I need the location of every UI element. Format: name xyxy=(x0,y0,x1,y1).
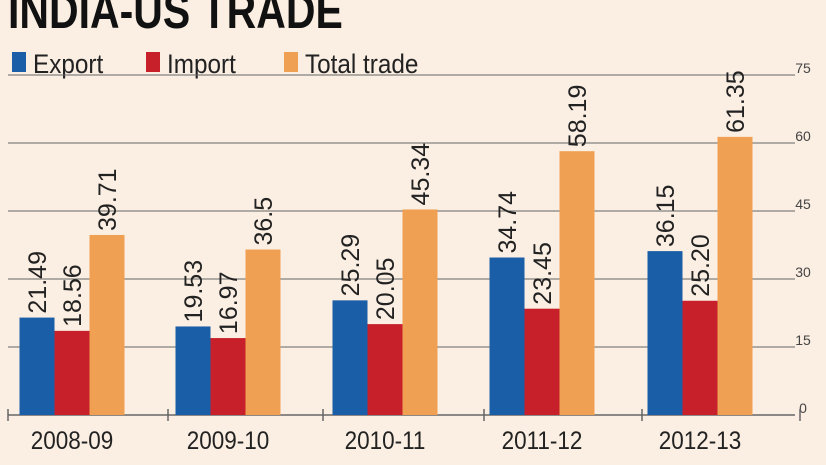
x-tick-label: 2011-12 xyxy=(502,427,583,455)
legend-label: Export xyxy=(33,50,103,79)
data-label: 21.49 xyxy=(24,251,52,314)
legend-swatch-export xyxy=(12,52,26,72)
data-label: 25.20 xyxy=(687,234,715,297)
legend-swatch-total-trade xyxy=(284,52,298,72)
bar-import-2008-09 xyxy=(54,330,90,415)
bar-import-2012-13 xyxy=(682,300,718,415)
y-tick-label: 30 xyxy=(795,264,811,280)
data-label: 19.53 xyxy=(180,260,208,323)
bar-export-2011-12 xyxy=(489,257,525,415)
bar-total-trade-2011-12 xyxy=(559,151,595,416)
bar-total-trade-2009-10 xyxy=(245,249,281,415)
bar-import-2011-12 xyxy=(524,308,560,415)
bar-import-2010-11 xyxy=(367,324,403,415)
x-tick-label: 2009-10 xyxy=(187,427,270,455)
bar-export-2010-11 xyxy=(332,300,368,415)
y-tick-label: 60 xyxy=(795,128,811,144)
bar-total-trade-2008-09 xyxy=(89,234,125,415)
bar-export-2012-13 xyxy=(647,251,683,415)
data-label: 36.15 xyxy=(652,185,680,248)
legend-label: Total trade xyxy=(305,50,418,79)
data-label: 16.97 xyxy=(215,272,243,335)
x-tick-label: 2012-13 xyxy=(659,427,742,455)
bar-import-2009-10 xyxy=(210,338,246,415)
bar-total-trade-2010-11 xyxy=(402,209,438,415)
bar-export-2008-09 xyxy=(19,317,55,415)
x-tick-label: 2010-11 xyxy=(345,427,426,455)
data-label: 23.45 xyxy=(529,242,557,305)
bar-export-2009-10 xyxy=(175,326,211,415)
y-tick-label: 75 xyxy=(795,60,811,76)
bar-total-trade-2012-13 xyxy=(717,136,753,415)
data-label: 39.71 xyxy=(94,168,122,231)
data-label: 25.29 xyxy=(337,234,365,297)
data-label: 34.74 xyxy=(494,191,522,254)
legend-label: Import xyxy=(167,50,236,79)
data-label: 61.35 xyxy=(722,70,750,133)
data-label: 58.19 xyxy=(564,85,592,148)
y-tick-label: 45 xyxy=(795,196,811,212)
y-tick-label: 15 xyxy=(795,332,811,348)
legend: Export Import Total trade xyxy=(12,50,418,79)
data-label: 20.05 xyxy=(372,258,400,321)
data-label: 45.34 xyxy=(407,143,435,206)
chart-title: INDIA-US TRADE xyxy=(8,0,343,39)
data-label: 36.5 xyxy=(250,197,278,246)
data-label: 18.56 xyxy=(59,264,87,327)
x-tick-label: 2008-09 xyxy=(31,427,114,455)
y-tick-label: 0 xyxy=(799,400,807,416)
x-axis: 2008-09 2009-10 2010-11 2011-12 2012-13 xyxy=(7,409,801,455)
legend-swatch-import xyxy=(146,52,160,72)
